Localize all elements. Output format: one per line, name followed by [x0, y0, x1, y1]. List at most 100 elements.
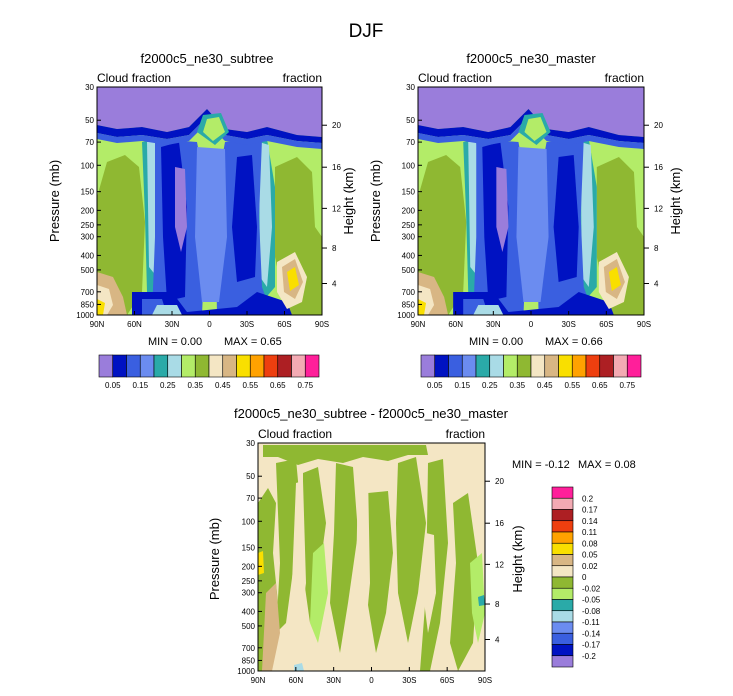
panel1-max: MAX = 0.65: [224, 336, 282, 348]
panel3-max: MAX = 0.08: [578, 459, 636, 471]
x-tick-label: 60S: [599, 320, 613, 329]
colorbar-swatch: [489, 354, 504, 378]
field-green-bump: [524, 117, 547, 141]
field-green-left: [418, 155, 467, 315]
y-right-tick-label: 4: [495, 635, 500, 644]
field-cream-c: [423, 533, 436, 633]
colorbar-swatch: [626, 354, 642, 378]
y-tick-label: 50: [406, 116, 415, 125]
y-tick-label: 300: [242, 589, 256, 598]
panel3-min: MIN = -0.12: [512, 459, 570, 471]
field-lightgreen-b: [470, 553, 485, 643]
colorbar-swatch: [571, 354, 587, 378]
colorbar-swatch: [558, 354, 573, 378]
y-right-tick-label: 8: [654, 244, 659, 253]
colorbar-label: 0.25: [160, 381, 176, 390]
colorbar-swatch: [551, 587, 574, 600]
y-tick-label: 500: [81, 266, 95, 275]
panel1-right-label: fraction: [283, 71, 322, 85]
y-tick-label: 150: [242, 544, 256, 553]
y-tick-label: 850: [81, 300, 95, 309]
colorbar-swatch: [126, 354, 141, 378]
y-tick-label: 200: [81, 206, 95, 215]
field-yellow-left: [418, 299, 427, 315]
x-tick-label: 60N: [288, 676, 303, 685]
panel2-left-label: Cloud fraction: [418, 71, 492, 85]
field-purple-center: [175, 167, 187, 252]
colorbar-swatch: [208, 354, 224, 378]
x-tick-label: 90S: [637, 320, 651, 329]
y-tick-label: 400: [402, 251, 416, 260]
field-darkblue-right: [553, 155, 579, 282]
y-tick-label: 50: [85, 116, 94, 125]
panel2-title: f2000c5_ne30_master: [466, 51, 596, 66]
y-tick-label: 1000: [397, 311, 415, 320]
y-tick-label: 700: [402, 288, 416, 297]
panel2-max: MAX = 0.66: [545, 336, 603, 348]
field-green-a: [276, 459, 300, 633]
panel2-plot-area: [418, 87, 644, 315]
colorbar-label: 0.75: [297, 381, 313, 390]
suptitle: DJF: [349, 21, 384, 42]
colorbar-swatch: [475, 354, 491, 378]
field-yellow-left: [258, 551, 264, 575]
x-tick-label: 90S: [478, 676, 492, 685]
y-right-tick-label: 8: [495, 600, 500, 609]
field-yellow-left: [97, 299, 105, 315]
colorbar-swatch: [194, 354, 210, 378]
panel1-ylabel-right: Height (km): [341, 167, 356, 234]
panel1-plot-area: [97, 87, 322, 315]
colorbar-swatch: [551, 520, 574, 533]
field-green-b: [303, 467, 326, 623]
y-tick-label: 850: [242, 656, 256, 665]
colorbar-swatch: [139, 354, 155, 378]
panel2-min: MIN = 0.00: [469, 336, 523, 348]
panel-subtree: f2000c5_ne30_subtree Cloud fraction frac…: [47, 51, 356, 390]
panel-master: f2000c5_ne30_master Cloud fraction fract…: [368, 51, 683, 390]
field-blue-tropopause: [418, 117, 644, 149]
panel3-left-label: Cloud fraction: [258, 427, 332, 441]
colorbar-label: 0.35: [509, 381, 525, 390]
colorbar-swatch: [503, 354, 518, 378]
field-green-d: [366, 491, 393, 653]
colorbar-swatch: [551, 497, 574, 510]
colorbar-label: 0.65: [270, 381, 286, 390]
panel3-ylabel: Pressure (mb): [207, 518, 222, 600]
colorbar-label: 0.55: [242, 381, 258, 390]
colorbar-label: 0.55: [564, 381, 580, 390]
colorbar-swatch: [551, 509, 574, 522]
y-tick-label: 30: [406, 83, 415, 92]
field-tan-left: [262, 583, 280, 671]
y-right-tick-label: 20: [654, 121, 663, 130]
colorbar-label: 0.17: [582, 506, 598, 515]
x-tick-label: 60S: [440, 676, 454, 685]
colorbar-swatch: [263, 354, 279, 378]
field-green-left: [97, 155, 145, 315]
x-tick-label: 60S: [277, 320, 291, 329]
colorbar-label: 0.05: [582, 551, 598, 560]
y-right-tick-label: 8: [332, 244, 337, 253]
x-tick-label: 30S: [240, 320, 254, 329]
colorbar-label: 0.75: [619, 381, 635, 390]
colorbar-swatch: [434, 354, 449, 378]
y-tick-label: 70: [246, 494, 255, 503]
colorbar-swatch: [585, 354, 601, 378]
field-darkblue-tropopause: [418, 109, 644, 143]
colorbar-swatch: [599, 354, 614, 378]
field-green-e: [396, 457, 426, 643]
colorbar-swatch: [181, 354, 196, 378]
colorbar-swatch: [551, 531, 574, 544]
colorbar-label: 0.08: [582, 539, 598, 548]
colorbar-swatch: [291, 354, 306, 378]
colorbar-swatch: [551, 632, 574, 645]
x-tick-label: 90S: [315, 320, 329, 329]
colorbar-label: 0.45: [215, 381, 231, 390]
field-cream-b: [353, 473, 370, 671]
y-tick-label: 150: [402, 188, 416, 197]
colorbar-swatch: [551, 576, 574, 589]
y-tick-label: 250: [242, 577, 256, 586]
colorbar-swatch: [551, 610, 574, 623]
y-tick-label: 150: [81, 188, 95, 197]
field-yellow-right: [608, 267, 621, 291]
colorbar-label: -0.11: [582, 618, 600, 627]
